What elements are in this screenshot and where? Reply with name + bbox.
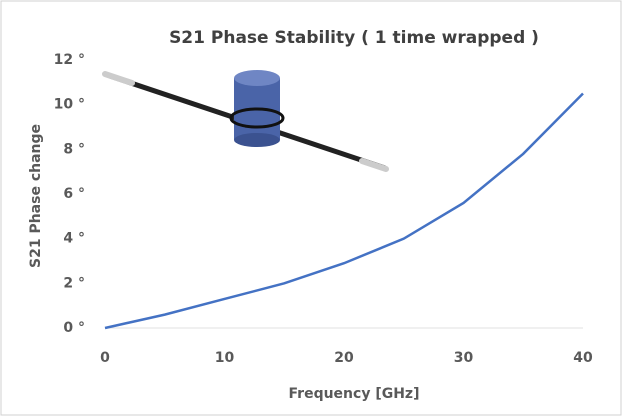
cylinder-bottom — [234, 133, 280, 147]
connector — [359, 158, 389, 172]
x-tick-label: 20 — [334, 350, 354, 366]
y-tick-label: 12 ° — [54, 52, 85, 68]
y-tick-label: 10 ° — [54, 97, 85, 113]
x-axis-label: Frequency [GHz] — [289, 386, 420, 402]
chart-title: S21 Phase Stability ( 1 time wrapped ) — [169, 28, 539, 48]
series-line — [104, 92, 584, 330]
x-tick-label: 10 — [215, 350, 235, 366]
cable-wrap — [229, 107, 285, 129]
y-tick-label: 0 ° — [63, 320, 85, 336]
cable-illustration — [102, 70, 389, 172]
x-tick-label: 0 — [100, 350, 110, 366]
y-tick-label: 2 ° — [63, 275, 85, 291]
y-axis-label: S21 Phase change — [28, 124, 44, 268]
y-tick-label: 4 ° — [63, 231, 85, 247]
y-tick-label: 8 ° — [63, 141, 85, 157]
x-tick-label: 30 — [454, 350, 474, 366]
connector — [102, 71, 135, 86]
cylinder-top — [234, 70, 280, 86]
y-tick-label: 6 ° — [63, 186, 85, 202]
x-tick-label: 40 — [573, 350, 593, 366]
